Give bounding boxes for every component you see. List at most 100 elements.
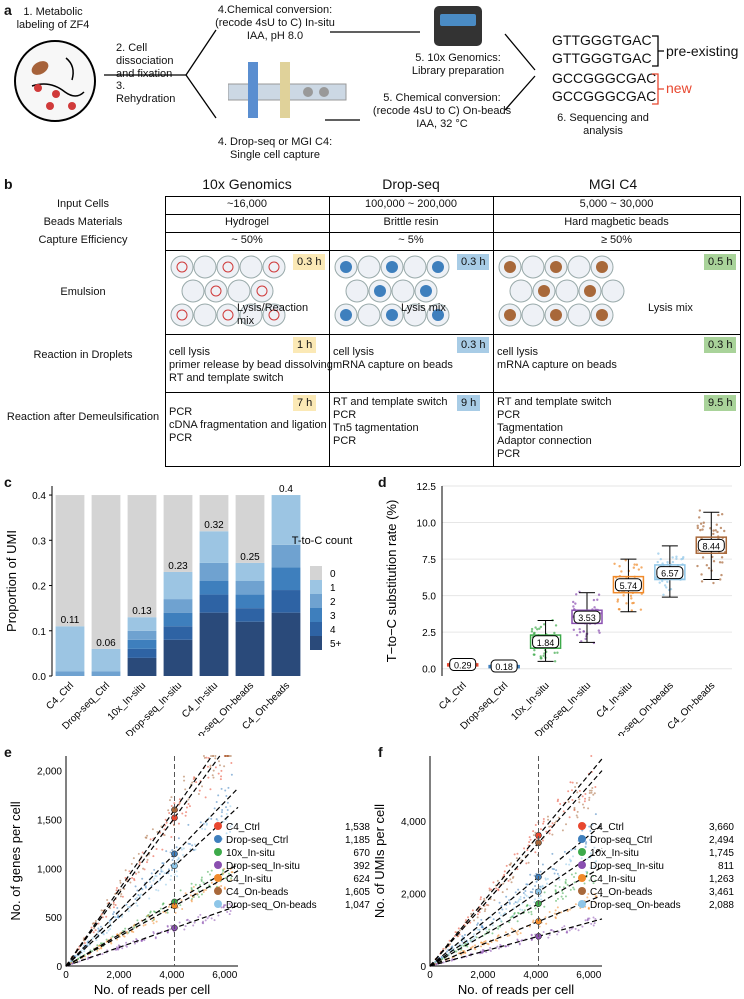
bead (256, 285, 268, 297)
data-point (94, 920, 97, 923)
bar-segment-5+ (199, 612, 229, 676)
microfluidic-chip-icon (228, 62, 347, 118)
legend-swatch (578, 822, 586, 830)
data-point (123, 935, 126, 938)
data-point (170, 874, 173, 877)
step4b-text: 4. Drop-seq or MGI C4: Single cell captu… (217, 136, 333, 161)
droplet (181, 279, 205, 303)
data-point (167, 905, 170, 908)
fit-line (429, 770, 603, 967)
legend-swatch (310, 566, 322, 580)
data-point (569, 781, 572, 784)
data-point (519, 898, 522, 901)
data-point (180, 848, 183, 851)
data-point (138, 863, 141, 866)
data-point (570, 848, 573, 851)
data-point (696, 524, 699, 528)
data-point (492, 881, 495, 884)
median-label: 1.84 (537, 638, 555, 648)
data-point (556, 897, 559, 900)
data-point (512, 875, 515, 878)
data-point (496, 879, 499, 882)
data-point (448, 952, 451, 955)
data-point (525, 883, 528, 886)
data-point (188, 805, 191, 808)
data-point (110, 937, 113, 940)
droplet (555, 279, 579, 303)
data-point (114, 916, 117, 919)
data-point (209, 873, 212, 876)
data-point (98, 947, 101, 950)
data-point (146, 861, 149, 864)
data-point (556, 933, 559, 936)
data-point (174, 911, 177, 914)
bead (596, 261, 608, 273)
data-point (210, 817, 213, 820)
data-point (480, 945, 483, 948)
arrows-a (104, 29, 536, 121)
legend-value: 2,494 (709, 835, 734, 846)
time-badge: 0.3 h (457, 337, 490, 353)
data-point (128, 870, 131, 873)
y-tick-label: 0.4 (32, 491, 46, 502)
data-point (577, 929, 580, 932)
data-point (574, 903, 577, 906)
row-value: ≥ 50% (600, 234, 633, 246)
data-point (499, 914, 502, 917)
data-point (526, 849, 529, 852)
data-point (173, 873, 176, 876)
data-point (451, 958, 454, 961)
data-point (211, 774, 214, 777)
x-axis-label: No. of reads per cell (94, 982, 210, 997)
data-point (573, 888, 576, 891)
data-point (203, 889, 206, 892)
data-point (591, 823, 594, 826)
data-point (721, 561, 724, 564)
data-point (100, 947, 103, 950)
data-point (193, 921, 196, 924)
data-point (719, 526, 723, 530)
data-point (465, 955, 468, 958)
data-point (473, 937, 476, 940)
data-point (463, 938, 466, 941)
data-point (144, 885, 147, 888)
data-point (194, 883, 197, 886)
data-point (182, 853, 185, 856)
droplet (262, 303, 286, 327)
data-point (553, 872, 556, 875)
data-point (720, 556, 724, 559)
x-tick-label: Drop-seq_On-beads (604, 680, 676, 736)
data-point (464, 951, 467, 954)
data-point (213, 807, 216, 810)
data-point (97, 944, 100, 947)
data-point (135, 896, 138, 899)
data-point (134, 885, 137, 888)
data-point (696, 564, 699, 568)
data-point (498, 911, 501, 914)
data-point (183, 928, 186, 931)
data-point (498, 901, 501, 904)
data-point (99, 925, 102, 928)
data-point (452, 947, 455, 950)
data-point (539, 655, 542, 658)
bar-segment-3 (271, 567, 301, 591)
y-tick-label: 1,000 (37, 864, 62, 875)
data-point (84, 955, 87, 958)
data-point (591, 875, 594, 878)
data-point (146, 858, 149, 861)
bar-segment-4 (163, 626, 193, 640)
data-point (140, 939, 143, 942)
data-point (94, 929, 97, 932)
data-point (522, 891, 525, 894)
bead (210, 285, 222, 297)
panel-c-label: c (4, 474, 12, 490)
data-point (659, 557, 663, 561)
data-point (542, 623, 546, 626)
bar-segment-0 (127, 495, 157, 618)
data-point (203, 756, 206, 759)
data-point (553, 651, 556, 655)
data-point (197, 896, 200, 899)
fit-line (65, 787, 239, 967)
table-hline (165, 214, 740, 215)
data-point (135, 872, 138, 875)
